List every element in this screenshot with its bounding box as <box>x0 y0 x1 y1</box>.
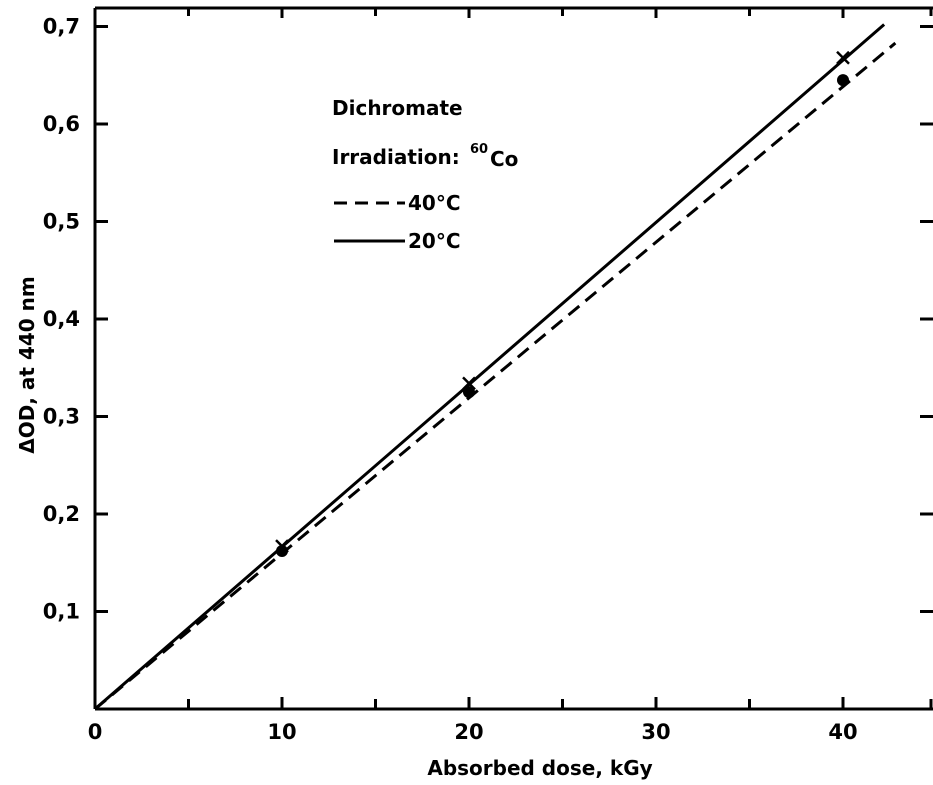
y-axis-title: ΔOD, at 440 nm <box>15 276 39 453</box>
x-tick-label: 40 <box>828 720 857 744</box>
x-tick-label: 10 <box>267 720 296 744</box>
legend-label-40c: 40°C <box>408 191 461 215</box>
data-point-cross <box>275 539 289 554</box>
data-point-cross <box>462 376 476 391</box>
y-tick-label: 0,3 <box>43 405 80 429</box>
ticks <box>95 8 933 709</box>
data-point-circle <box>837 74 849 87</box>
series-line-40c <box>94 41 897 711</box>
tick-labels: 0 10 20 30 40 0,1 0,2 0,3 0,4 0,5 0,6 0,7 <box>43 15 858 745</box>
series-line-20c <box>94 23 886 711</box>
x-axis-title: Absorbed dose, kGy <box>427 756 652 780</box>
y-tick-label: 0,2 <box>43 502 80 526</box>
legend-isotope-mass: 60 <box>470 142 488 157</box>
legend: Dichromate Irradiation: 60 Co 40°C 20°C <box>332 96 518 253</box>
legend-irradiation-label: Irradiation: <box>332 145 460 169</box>
legend-label-20c: 20°C <box>408 229 461 253</box>
data-point-cross <box>836 50 850 65</box>
x-tick-label: 20 <box>454 720 483 744</box>
y-tick-label: 0,4 <box>43 307 80 331</box>
legend-isotope-symbol: Co <box>490 147 518 171</box>
markers <box>275 50 850 558</box>
series-lines <box>94 23 897 711</box>
x-tick-label: 30 <box>641 720 670 744</box>
y-tick-label: 0,1 <box>43 600 80 624</box>
x-tick-label: 0 <box>88 720 103 744</box>
y-tick-label: 0,6 <box>43 112 80 136</box>
data-point-circle <box>463 386 475 399</box>
y-tick-label: 0,7 <box>43 15 80 39</box>
y-tick-label: 0,5 <box>43 210 80 234</box>
legend-title: Dichromate <box>332 96 463 120</box>
